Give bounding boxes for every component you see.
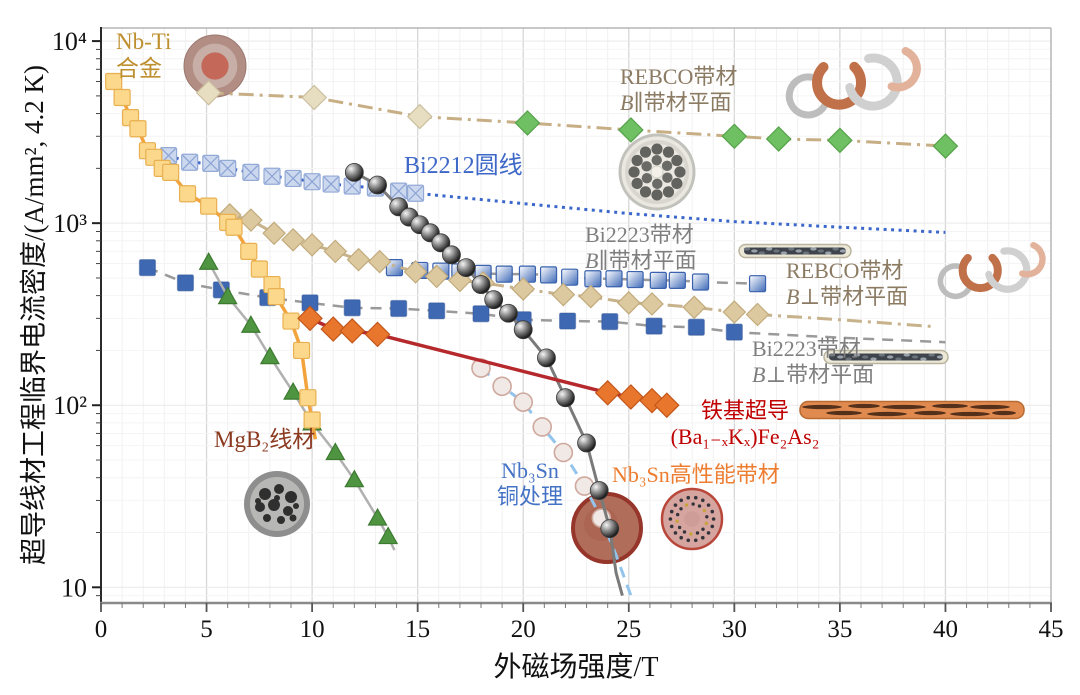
- rebco-perp-label: REBCO带材 B⊥带材平面: [786, 258, 909, 309]
- series-markers-rebco-par: [195, 79, 959, 159]
- bi2223-par-label: Bi2223带材 B∥带材平面: [585, 222, 697, 273]
- nb3sn-hp-wire-photo: [660, 487, 724, 551]
- wire-photos-back: [183, 34, 724, 564]
- rebco-coil-top-photo: [785, 45, 921, 119]
- series-markers-bi2212: [159, 146, 425, 202]
- bi2212-label: Bi2212圆线: [404, 153, 523, 179]
- rebco-coil-right-photo: [937, 240, 1046, 300]
- series-rebco-par: [195, 79, 959, 159]
- bi2223-tape-top-photo: [738, 243, 852, 259]
- axis-ticks: 0 5 10 15 20 25 30 35 40 45 10 10² 10³ 10⁴: [52, 27, 1064, 643]
- series: [105, 72, 959, 597]
- nbti-label: Nb-Ti 合金: [116, 29, 172, 82]
- series-bi2212: [159, 146, 946, 234]
- x-tick-label: 10: [300, 616, 325, 643]
- bi2223-perp-label: Bi2223带材 B⊥带材平面: [752, 336, 875, 387]
- series-markers-rebco-perp: [217, 203, 770, 327]
- iron-label: 铁基超导 (Ba₁₋ₓKₓ)Fe₂As₂: [670, 398, 820, 449]
- x-tick-label: 20: [511, 616, 536, 643]
- series-bi2223-perp: [138, 259, 946, 344]
- y-tick-label: 10: [61, 573, 87, 602]
- series-nb3sn-hp: [344, 163, 624, 597]
- y-tick-label: 10²: [53, 391, 87, 420]
- x-tick-label: 45: [1039, 616, 1064, 643]
- x-tick-label: 30: [722, 616, 747, 643]
- y-tick-label: 10⁴: [52, 27, 87, 56]
- nbti-wire-photo: [183, 34, 247, 98]
- iron-tape-photo: [799, 400, 1025, 420]
- series-markers-iron-based: [297, 305, 680, 419]
- series-nbti: [105, 72, 321, 440]
- y-axis-title: 超导线材工程临界电流密度/(A/mm², 4.2 K): [19, 64, 49, 566]
- series-markers-bi2223-perp: [138, 259, 743, 341]
- x-tick-label: 25: [616, 616, 641, 643]
- y-tick-label: 10³: [53, 209, 87, 238]
- axes-spines: [100, 27, 1052, 605]
- bi2212-wire-photo: [618, 133, 696, 211]
- mgb2-label: MgB₂线材: [214, 427, 316, 452]
- series-line-bi2212: [168, 154, 946, 234]
- rebco-par-label: REBCO带材 B∥带材平面: [620, 64, 738, 115]
- series-markers-nbti: [105, 72, 321, 429]
- series-iron-based: [297, 305, 680, 419]
- x-tick-label: 0: [95, 616, 108, 643]
- x-tick-label: 35: [827, 616, 852, 643]
- mgb2-wire-photo: [244, 471, 310, 537]
- x-tick-label: 15: [405, 616, 430, 643]
- nb3sn-bronze-label: Nb₃Sn 铜处理: [496, 458, 563, 509]
- series-line-bi2223-par: [394, 266, 758, 285]
- x-tick-label: 40: [933, 616, 958, 643]
- nb3sn-hp-label: Nb₃Sn高性能带材: [612, 462, 780, 487]
- bi2223-tape-bottom-photo: [823, 349, 949, 365]
- x-tick-label: 5: [200, 616, 213, 643]
- series-markers-nb3sn-hp: [344, 163, 620, 539]
- x-axis-title: 外磁场强度/T: [493, 652, 659, 683]
- series-rebco-perp: [217, 203, 936, 329]
- wire-photos-front: [738, 45, 1046, 420]
- series-line-rebco-perp: [229, 213, 936, 329]
